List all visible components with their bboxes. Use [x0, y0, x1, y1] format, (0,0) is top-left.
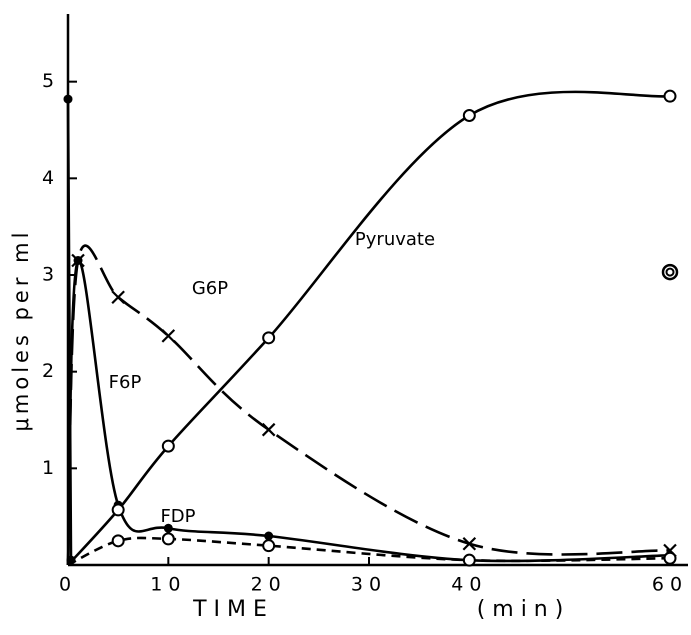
x-tick-label: 30 [351, 574, 387, 596]
x-axis-label: T I M E [192, 597, 267, 622]
x-tick-label: 10 [150, 574, 186, 596]
point [261, 422, 276, 437]
point [161, 329, 176, 343]
annotation: G6P [192, 278, 228, 299]
point [63, 94, 73, 104]
point-inner [665, 267, 675, 277]
point [111, 290, 125, 305]
y-tick-label: 1 [42, 457, 54, 479]
point [71, 253, 85, 268]
x-axis-unit: ( m i n ) [477, 597, 564, 622]
y-tick-label: 3 [42, 264, 54, 286]
y-tick-label: 2 [42, 360, 54, 382]
series-line [66, 259, 671, 566]
y-axis-label: μmoles per ml [9, 229, 33, 432]
point [262, 331, 276, 345]
point [163, 523, 173, 533]
point [661, 263, 679, 281]
point [663, 89, 677, 103]
point [462, 553, 476, 567]
point [111, 534, 125, 548]
point [161, 439, 175, 453]
x-tick-label: 20 [251, 574, 287, 596]
point [462, 536, 477, 551]
point [111, 503, 125, 517]
y-tick-label: 4 [42, 167, 54, 189]
annotation: Pyruvate [355, 229, 435, 250]
x-tick-label: 60 [652, 574, 688, 596]
point [262, 539, 276, 553]
annotation: FDP [160, 506, 195, 527]
x-tick-label: 40 [451, 574, 487, 596]
point [663, 551, 677, 565]
x-tick-label: 0 [59, 574, 77, 596]
point [161, 532, 175, 546]
annotation: F6P [109, 372, 142, 393]
point [462, 109, 476, 122]
series-line [66, 244, 671, 566]
point [264, 531, 274, 541]
y-tick-label: 5 [42, 70, 54, 92]
series-line [66, 99, 73, 561]
